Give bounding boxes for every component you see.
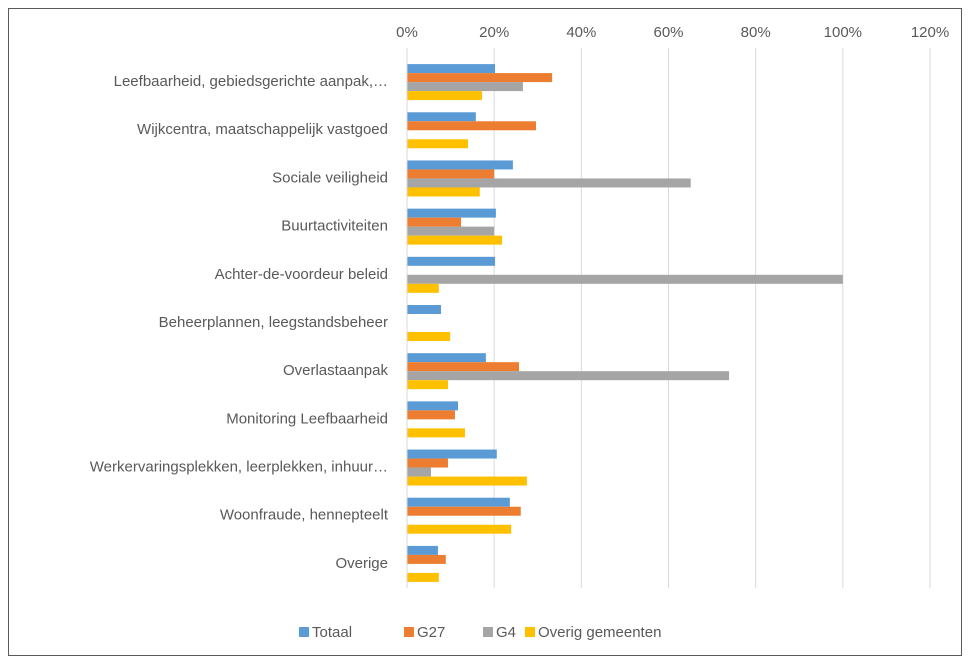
bar xyxy=(407,449,497,459)
legend-label: G4 xyxy=(496,624,516,641)
chart-border xyxy=(8,8,962,656)
bar xyxy=(407,187,480,197)
y-tick-label: Overige xyxy=(335,555,388,572)
bar xyxy=(407,428,465,438)
bar xyxy=(407,169,495,179)
bar xyxy=(407,458,448,468)
bar xyxy=(407,332,451,341)
bar xyxy=(407,524,512,534)
bar xyxy=(407,467,431,477)
bar xyxy=(407,362,520,372)
bar xyxy=(407,545,438,555)
bar xyxy=(407,572,439,582)
legend-label: Overig gemeenten xyxy=(538,624,661,641)
y-tick-label: Achter-de-voordeur beleid xyxy=(215,266,388,283)
y-tick-label: Werkervaringsplekken, leerplekken, inhuu… xyxy=(90,459,388,476)
bar xyxy=(407,82,523,92)
bar xyxy=(407,121,537,131)
bar xyxy=(407,178,691,188)
y-tick-label: Beheerplannen, leegstandsbeheer xyxy=(159,314,388,331)
x-tick-label: 60% xyxy=(653,24,683,41)
bar xyxy=(407,305,441,314)
y-tick-label: Leefbaarheid, gebiedsgerichte aanpak,… xyxy=(114,73,388,90)
bar xyxy=(407,554,446,564)
bar xyxy=(407,353,486,363)
legend-swatch xyxy=(483,627,493,637)
legend-swatch xyxy=(404,627,414,637)
bar xyxy=(407,217,462,227)
legend-label: G27 xyxy=(417,624,445,641)
legend-swatch xyxy=(299,627,309,637)
bar xyxy=(407,380,448,390)
bar xyxy=(407,497,510,507)
x-tick-label: 80% xyxy=(741,24,771,41)
bar xyxy=(407,91,482,101)
y-tick-label: Sociale veiligheid xyxy=(272,169,388,186)
y-tick-label: Buurtactiviteiten xyxy=(281,218,388,235)
bar xyxy=(407,73,553,83)
x-tick-label: 40% xyxy=(566,24,596,41)
bar xyxy=(407,283,439,293)
bar xyxy=(407,506,521,516)
bar xyxy=(407,160,513,170)
legend-swatch xyxy=(525,627,535,637)
x-tick-label: 100% xyxy=(824,24,862,41)
bar xyxy=(407,208,496,218)
bar xyxy=(407,371,730,381)
y-tick-label: Wijkcentra, maatschappelijk vastgoed xyxy=(137,121,388,138)
bar xyxy=(407,235,503,245)
y-tick-label: Monitoring Leefbaarheid xyxy=(226,410,388,427)
y-tick-label: Overlastaanpak xyxy=(283,362,389,379)
y-tick-label: Woonfraude, hennepteelt xyxy=(220,507,389,524)
bar xyxy=(407,256,496,266)
x-tick-label: 20% xyxy=(479,24,509,41)
bar xyxy=(407,476,527,486)
bar xyxy=(407,64,496,74)
bar xyxy=(407,112,476,122)
bar xyxy=(407,226,495,236)
bar xyxy=(407,274,843,284)
bar xyxy=(407,401,458,411)
bar xyxy=(407,139,469,149)
x-tick-label: 120% xyxy=(911,24,949,41)
bar xyxy=(407,410,455,420)
x-tick-label: 0% xyxy=(396,24,418,41)
legend-label: Totaal xyxy=(312,624,352,641)
